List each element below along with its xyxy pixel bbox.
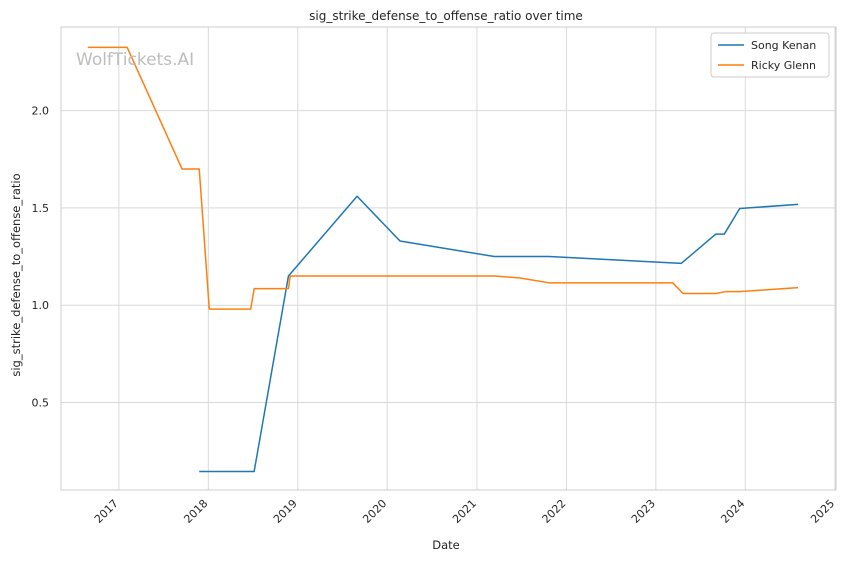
y-tick-label: 1.0 <box>32 299 50 312</box>
y-axis-label: sig_strike_defense_to_offense_ratio <box>9 173 23 376</box>
x-axis-label: Date <box>432 538 460 552</box>
series-layer <box>87 46 799 473</box>
legend-label: Song Kenan <box>751 39 816 52</box>
series-line-ricky-glenn <box>87 46 799 310</box>
y-tick-label: 0.5 <box>32 396 50 409</box>
y-tick-label: 1.5 <box>32 202 50 215</box>
y-tick-label: 2.0 <box>32 105 50 118</box>
grid-lines <box>61 27 836 490</box>
watermark: WolfTickets.AI <box>76 50 194 70</box>
y-tick-labels: 0.5 1.0 1.5 2.0 <box>32 105 50 410</box>
legend: Song Kenan Ricky Glenn <box>710 32 830 78</box>
plot-frame <box>60 26 837 491</box>
series-line-song-kenan <box>199 195 799 473</box>
chart-title: sig_strike_defense_to_offense_ratio over… <box>309 9 583 23</box>
legend-box <box>710 32 830 78</box>
legend-label: Ricky Glenn <box>751 59 816 72</box>
